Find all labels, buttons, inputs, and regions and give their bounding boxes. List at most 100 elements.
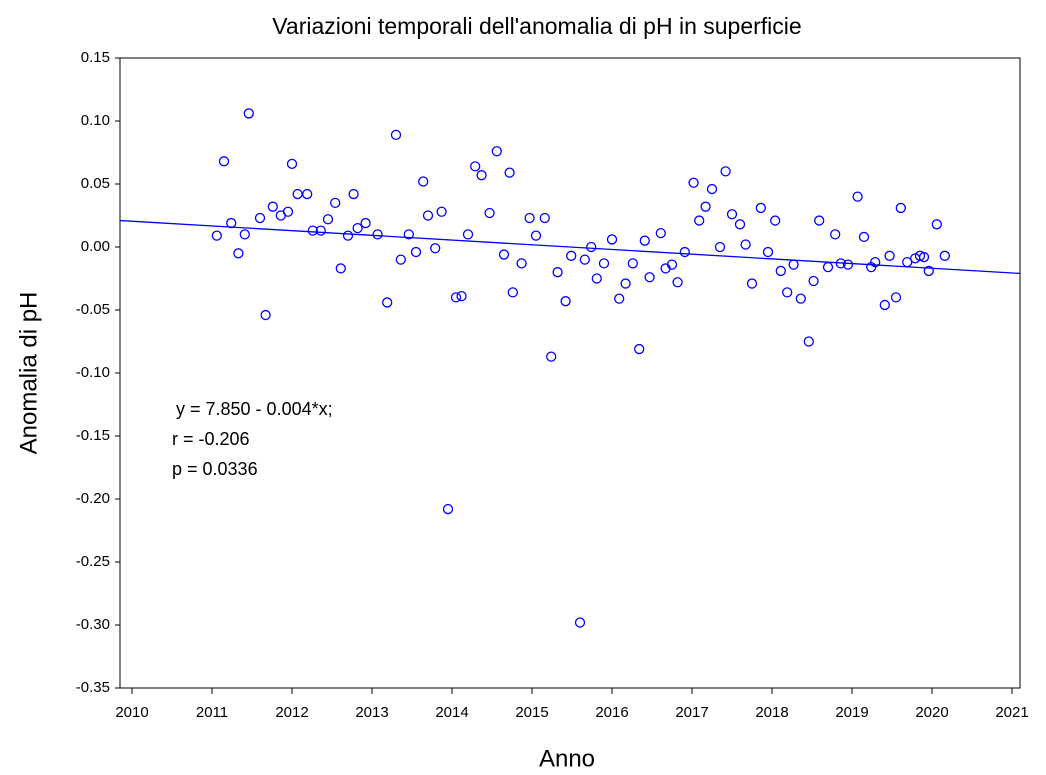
point <box>403 229 414 240</box>
point <box>226 217 237 229</box>
point <box>895 202 906 214</box>
point <box>795 293 806 304</box>
point <box>267 201 278 212</box>
annotation: p = 0.0336 <box>172 459 258 479</box>
point <box>770 215 781 226</box>
point <box>418 176 429 187</box>
point <box>830 229 841 240</box>
y-tick-label: -0.20 <box>76 490 110 507</box>
point <box>335 263 346 274</box>
point <box>450 292 462 303</box>
point <box>524 212 535 224</box>
x-tick-label: 2011 <box>196 704 228 721</box>
point <box>918 251 930 263</box>
point <box>530 230 542 241</box>
point <box>714 241 726 253</box>
point <box>700 201 711 212</box>
y-tick-label: -0.10 <box>76 364 110 381</box>
point <box>614 293 625 304</box>
point <box>307 225 318 236</box>
y-tick-label: -0.35 <box>76 679 110 696</box>
point <box>342 230 354 241</box>
point <box>814 215 825 226</box>
y-tick-label: 0.00 <box>81 238 110 255</box>
point <box>348 188 359 200</box>
point <box>218 156 230 167</box>
x-tick-label: 2016 <box>595 704 628 721</box>
point <box>720 166 731 177</box>
point <box>422 210 434 221</box>
point <box>302 188 313 200</box>
point <box>746 278 758 289</box>
point <box>694 215 705 226</box>
x-tick-label: 2013 <box>355 704 388 721</box>
point <box>884 250 895 261</box>
point <box>292 188 303 200</box>
point <box>923 265 934 277</box>
point <box>634 343 645 355</box>
point <box>606 234 618 245</box>
point <box>233 248 244 259</box>
point <box>243 108 254 119</box>
point <box>679 246 690 258</box>
annotation: r = -0.206 <box>172 429 250 449</box>
x-tick-label: 2010 <box>115 704 148 721</box>
point <box>352 222 363 234</box>
point <box>858 231 870 243</box>
point <box>672 277 683 288</box>
x-tick-label: 2021 <box>995 704 1028 721</box>
point <box>775 265 786 277</box>
point <box>939 250 950 261</box>
point <box>598 258 610 269</box>
y-tick-label: -0.05 <box>76 301 110 318</box>
point <box>430 243 441 254</box>
point <box>706 183 718 195</box>
point <box>639 235 650 246</box>
x-axis-title: Anno <box>539 745 595 772</box>
y-axis-title: Anomalia di pH <box>15 292 42 455</box>
annotation: y = 7.850 - 0.004*x; <box>176 399 333 419</box>
point <box>382 297 393 308</box>
y-tick-label: -0.15 <box>76 427 110 444</box>
point <box>842 259 854 270</box>
point <box>476 170 487 181</box>
point <box>852 191 863 202</box>
point <box>762 246 774 258</box>
point <box>688 177 699 188</box>
point <box>410 246 422 258</box>
point <box>666 259 678 270</box>
point <box>835 258 846 269</box>
chart-title: Variazioni temporali dell'anomalia di pH… <box>272 13 801 39</box>
point <box>586 241 597 253</box>
point <box>591 273 602 284</box>
point <box>516 258 527 269</box>
point <box>442 503 454 515</box>
x-tick-label: 2020 <box>915 704 948 721</box>
x-tick-label: 2012 <box>275 704 308 721</box>
point <box>879 299 890 311</box>
point <box>726 209 738 220</box>
point <box>890 292 902 303</box>
y-tick-label: 0.15 <box>81 49 110 66</box>
x-tick-label: 2018 <box>755 704 788 721</box>
point <box>491 146 502 157</box>
point <box>902 256 913 268</box>
point <box>462 229 474 240</box>
point <box>282 206 294 217</box>
point <box>239 229 250 240</box>
point <box>286 158 298 169</box>
point <box>644 272 655 283</box>
point <box>755 202 766 214</box>
point <box>579 254 590 265</box>
point <box>470 161 481 172</box>
x-tick-label: 2017 <box>675 704 708 721</box>
point <box>498 249 510 260</box>
point <box>655 227 666 239</box>
y-tick-label: 0.10 <box>81 112 110 129</box>
point <box>372 229 383 240</box>
point <box>260 309 271 321</box>
point <box>788 259 799 270</box>
point <box>315 225 326 236</box>
plot-frame <box>119 57 1021 689</box>
